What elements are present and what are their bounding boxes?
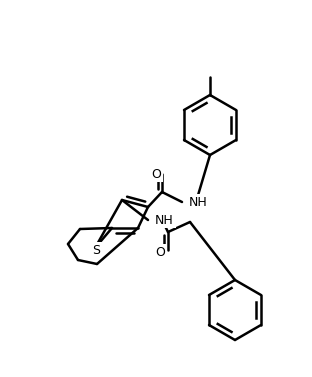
Text: S: S (92, 244, 100, 256)
Text: O: O (155, 245, 165, 259)
Text: NH: NH (155, 213, 174, 227)
Text: O: O (151, 167, 161, 181)
Text: NH: NH (189, 196, 208, 208)
